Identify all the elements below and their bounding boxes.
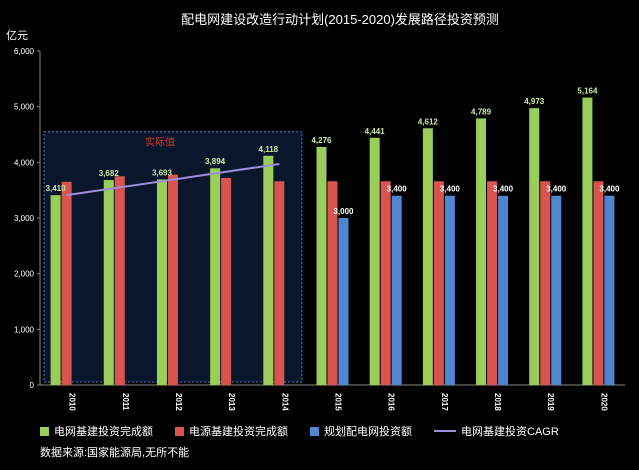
y-tick-label: 1,000 — [14, 325, 35, 334]
bar-power-source-investment — [487, 181, 498, 385]
data-label: 3,000 — [333, 207, 354, 216]
data-label: 4,276 — [311, 136, 332, 145]
legend-label: 电源基建投资完成额 — [189, 426, 288, 438]
cagr-line — [66, 163, 280, 197]
x-tick-label: 2019 — [546, 393, 555, 411]
bar-power-source-investment — [167, 174, 178, 385]
legend-item-power-source-investment: 电源基建投资完成额 — [175, 423, 288, 439]
data-source-note: 数据来源:国家能源局,无所不能 — [40, 447, 190, 459]
x-tick-labels-group: 2010 2011 2012 2013 2014 2015 2016 2017 2018 2019… — [68, 393, 609, 411]
bars-group — [50, 97, 615, 386]
y-tick-label: 2,000 — [14, 270, 35, 279]
legend-swatch — [175, 426, 184, 436]
data-label: 3,400 — [546, 185, 567, 194]
bar-power-source-investment — [433, 181, 444, 385]
legend-swatch — [310, 426, 319, 436]
bar-grid-investment — [582, 97, 593, 386]
chart-title: 配电网建设改造行动计划(2015-2020)发展路径投资预测 — [181, 12, 499, 27]
legend-label: 规划配电网投资额 — [324, 426, 412, 438]
y-tick-label: 6,000 — [14, 47, 35, 56]
bar-power-source-investment — [327, 181, 338, 385]
bar-planned-distribution-investment — [551, 195, 562, 385]
chart-legend: 电网基建投资完成额 电源基建投资完成额 规划配电网投资额 电网基建投资CAGR — [40, 423, 630, 439]
data-label: 4,441 — [365, 127, 386, 136]
x-tick-label: 2015 — [334, 393, 343, 411]
bar-planned-distribution-investment — [604, 195, 615, 385]
bar-power-source-investment — [274, 181, 285, 385]
legend-swatch — [40, 426, 49, 436]
data-label: 3,400 — [599, 185, 620, 194]
data-label: 3,400 — [440, 185, 461, 194]
x-tick-label: 2013 — [227, 393, 236, 411]
x-tick-label: 2014 — [280, 393, 289, 411]
bar-planned-distribution-investment — [391, 195, 402, 385]
bar-power-source-investment — [540, 181, 551, 385]
bar-grid-investment — [50, 195, 61, 385]
bar-grid-investment — [422, 128, 433, 386]
bar-power-source-investment — [593, 181, 604, 385]
data-label: 3,693 — [152, 168, 173, 177]
data-label: 4,118 — [259, 145, 279, 154]
x-tick-label: 2020 — [599, 393, 608, 411]
bar-grid-investment — [103, 180, 114, 385]
data-label: 3,410 — [46, 184, 67, 193]
y-axis-unit-label: 亿元 — [6, 29, 28, 42]
axes-group: 0 1,000 2,000 3,000 4,000 5,000 6,000 — [14, 47, 625, 390]
bar-grid-investment — [156, 179, 167, 385]
bar-grid-investment — [476, 118, 487, 386]
cagr-line-group — [66, 163, 280, 197]
y-tick-label: 3,000 — [14, 214, 35, 223]
data-label: 4,789 — [471, 107, 492, 116]
bar-power-source-investment — [61, 181, 72, 385]
bar-grid-investment — [263, 155, 274, 385]
bar-grid-investment — [210, 168, 221, 385]
data-label: 4,612 — [418, 117, 439, 126]
legend-item-cagr: 电网基建投资CAGR — [434, 423, 559, 439]
data-label: 3,894 — [205, 157, 226, 166]
x-tick-label: 2011 — [121, 393, 130, 411]
legend-label: 电网基建投资完成额 — [54, 426, 153, 438]
bar-planned-distribution-investment — [338, 218, 349, 385]
actual-values-annotation: 实际值 — [145, 136, 175, 149]
data-label: 5,164 — [577, 87, 598, 96]
x-tick-label: 2016 — [387, 393, 396, 411]
bar-power-source-investment — [380, 181, 391, 385]
bar-planned-distribution-investment — [498, 195, 509, 385]
legend-line-swatch — [434, 430, 456, 432]
bar-planned-distribution-investment — [444, 195, 455, 385]
bar-power-source-investment — [114, 176, 125, 385]
bar-grid-investment — [316, 146, 327, 385]
bar-power-source-investment — [221, 177, 232, 385]
y-tick-label: 5,000 — [14, 103, 35, 112]
data-label: 3,400 — [493, 185, 514, 194]
bar-grid-investment — [369, 137, 380, 385]
legend-item-grid-investment: 电网基建投资完成额 — [40, 423, 153, 439]
data-label: 3,682 — [99, 169, 120, 178]
data-label: 4,973 — [524, 97, 545, 106]
x-tick-label: 2012 — [174, 393, 183, 411]
legend-label: 电网基建投资CAGR — [461, 426, 559, 438]
y-tick-label: 0 — [30, 381, 35, 390]
data-label: 3,400 — [387, 185, 408, 194]
x-tick-label: 2018 — [493, 393, 502, 411]
x-tick-label: 2017 — [440, 393, 449, 411]
data-labels-group: 3,410 3,682 3,693 3,894 4,118 4,276 3,000 4,441… — [46, 87, 620, 216]
bar-grid-investment — [529, 108, 540, 385]
legend-item-planned-distribution-investment: 规划配电网投资额 — [310, 423, 412, 439]
bar-chart: 配电网建设改造行动计划(2015-2020)发展路径投资预测 亿元 0 1,000… — [6, 12, 625, 411]
x-tick-label: 2010 — [68, 393, 77, 411]
y-tick-label: 4,000 — [14, 158, 35, 167]
